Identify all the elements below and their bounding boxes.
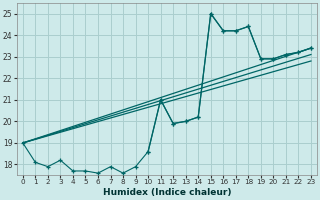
X-axis label: Humidex (Indice chaleur): Humidex (Indice chaleur) bbox=[103, 188, 231, 197]
